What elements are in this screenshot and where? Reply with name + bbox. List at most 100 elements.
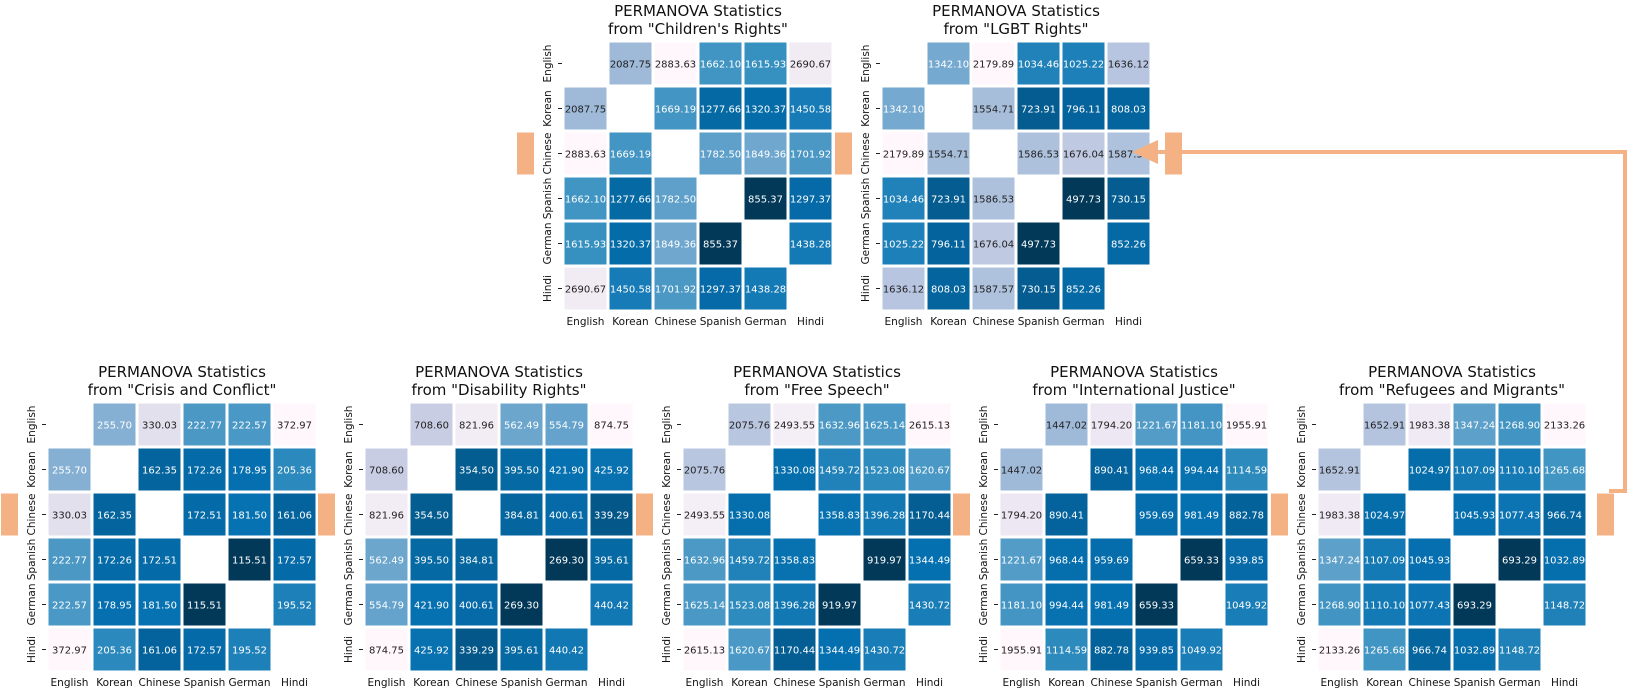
- x-tick-label: Spanish: [700, 316, 741, 328]
- cell-value-label: 874.75: [369, 646, 404, 657]
- cell-value-label: 1955.91: [1226, 421, 1267, 432]
- heatmap-cell-empty: [225, 580, 274, 629]
- cell-value-label: 339.29: [459, 646, 494, 657]
- cell-value-label: 659.33: [1184, 556, 1219, 567]
- heatmap-cell: [542, 625, 591, 674]
- chart-title: PERMANOVA Statistics: [1368, 363, 1536, 381]
- heatmap-cell-empty: [741, 219, 790, 268]
- cell-value-label: 205.36: [97, 646, 132, 657]
- heatmap-cell: [905, 400, 954, 449]
- cell-value-label: 1849.36: [745, 150, 786, 161]
- cell-value-label: 1586.53: [973, 195, 1014, 206]
- cell-value-label: 269.30: [504, 601, 539, 612]
- cell-value-label: 796.11: [931, 240, 966, 251]
- cell-value-label: 178.95: [97, 601, 132, 612]
- x-tick-label: Hindi: [281, 677, 308, 689]
- x-tick-label: Hindi: [1233, 677, 1260, 689]
- cell-value-label: 162.35: [142, 466, 177, 477]
- y-tick-label: Chinese: [1296, 494, 1308, 536]
- cell-value-label: 1032.89: [1544, 556, 1585, 567]
- heatmap-cell: [180, 400, 229, 449]
- y-tick-label: Hindi: [860, 275, 872, 302]
- cell-value-label: 562.49: [504, 421, 539, 432]
- cell-value-label: 1297.37: [790, 195, 831, 206]
- cell-value-label: 1523.08: [864, 466, 905, 477]
- cell-value-label: 172.51: [187, 511, 222, 522]
- cell-value-label: 1620.67: [729, 646, 770, 657]
- cell-value-label: 330.03: [52, 511, 87, 522]
- cell-value-label: 1358.83: [819, 511, 860, 522]
- cell-value-label: 1447.02: [1001, 466, 1042, 477]
- y-tick-label: Spanish: [661, 539, 673, 580]
- cell-value-label: 1277.66: [700, 105, 741, 116]
- cell-value-label: 222.77: [52, 556, 87, 567]
- heatmap-cell-empty: [879, 39, 928, 88]
- cell-value-label: 1701.92: [655, 285, 696, 296]
- heatmap-cell: [860, 400, 909, 449]
- x-tick-label: Hindi: [916, 677, 943, 689]
- heatmap-cell-empty: [1087, 490, 1136, 539]
- cell-value-label: 1358.83: [774, 556, 815, 567]
- cell-value-label: 1181.10: [1001, 601, 1042, 612]
- heatmap-cell-empty: [452, 490, 501, 539]
- y-tick-label: English: [542, 45, 554, 83]
- heatmap-cell: [905, 490, 954, 539]
- heatmap-cell: [651, 264, 700, 313]
- cell-value-label: 1554.71: [973, 105, 1014, 116]
- chart-title: PERMANOVA Statistics: [932, 2, 1100, 20]
- cell-value-label: 178.95: [232, 466, 267, 477]
- cell-value-label: 968.44: [1049, 556, 1084, 567]
- cell-value-label: 1181.10: [1181, 421, 1222, 432]
- row-highlight-marker: [835, 132, 852, 175]
- cell-value-label: 1554.71: [928, 150, 969, 161]
- cell-value-label: 981.49: [1094, 601, 1129, 612]
- cell-value-label: 882.78: [1229, 511, 1264, 522]
- cell-value-label: 1669.19: [655, 105, 696, 116]
- x-tick-label: Chinese: [655, 316, 697, 328]
- x-tick-label: Korean: [930, 316, 966, 328]
- heatmap-cell-empty: [1177, 580, 1226, 629]
- x-tick-label: Korean: [413, 677, 449, 689]
- cell-value-label: 2087.75: [565, 105, 606, 116]
- cell-value-label: 1320.37: [610, 240, 651, 251]
- heatmap-cell: [1104, 84, 1153, 133]
- heatmap-cell-empty: [1132, 535, 1181, 584]
- x-tick-label: English: [567, 316, 605, 328]
- chart-subtitle: from "Disability Rights": [411, 381, 586, 399]
- chart-title: PERMANOVA Statistics: [733, 363, 901, 381]
- cell-value-label: 1297.37: [700, 285, 741, 296]
- cell-value-label: 354.50: [459, 466, 494, 477]
- heatmap-cell: [879, 84, 928, 133]
- x-tick-label: Korean: [1366, 677, 1402, 689]
- cell-value-label: 1438.28: [745, 285, 786, 296]
- x-tick-label: Chinese: [774, 677, 816, 689]
- heatmap-cell: [1315, 445, 1364, 494]
- heatmap-cell-empty: [497, 535, 546, 584]
- cell-value-label: 205.36: [277, 466, 312, 477]
- cell-value-label: 161.06: [277, 511, 312, 522]
- heatmap-cell: [1059, 264, 1108, 313]
- cell-value-label: 372.97: [277, 421, 312, 432]
- cell-value-label: 708.60: [369, 466, 404, 477]
- heatmap-cell-empty: [135, 490, 184, 539]
- cell-value-label: 1587.57: [1108, 150, 1149, 161]
- heatmap-cell: [924, 219, 973, 268]
- row-highlight-marker: [1271, 493, 1288, 536]
- cell-value-label: 255.70: [97, 421, 132, 432]
- cell-value-label: 821.96: [459, 421, 494, 432]
- heatmap-cell: [651, 219, 700, 268]
- cell-value-label: 222.57: [232, 421, 267, 432]
- cell-value-label: 2493.55: [774, 421, 815, 432]
- y-tick-label: English: [978, 406, 990, 444]
- cell-value-label: 1320.37: [745, 105, 786, 116]
- connector-arrow-line: [1150, 150, 1627, 493]
- heatmap-cell: [45, 490, 94, 539]
- cell-value-label: 730.15: [1111, 195, 1146, 206]
- heatmap-cell: [860, 490, 909, 539]
- heatmap-cell: [225, 535, 274, 584]
- cell-value-label: 1170.44: [774, 646, 815, 657]
- x-tick-label: English: [1321, 677, 1359, 689]
